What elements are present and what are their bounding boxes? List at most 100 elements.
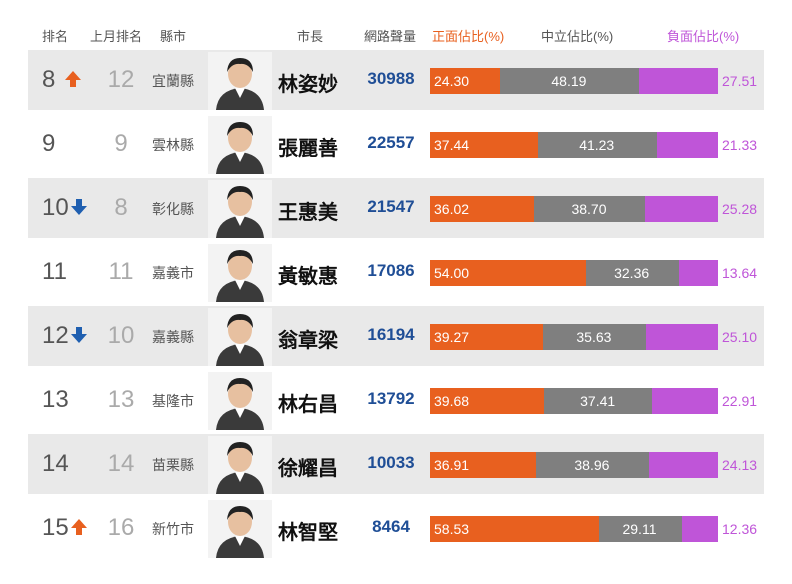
positive-value: 24.30 (434, 73, 470, 89)
mayor-name: 林智堅 (278, 522, 338, 544)
positive-header: 正面佔比(%) (432, 29, 505, 44)
negative-value: 25.28 (722, 201, 758, 217)
county-name: 嘉義縣 (152, 329, 194, 345)
volume-header: 網路聲量 (364, 29, 417, 44)
rank-number: 15 (42, 514, 69, 541)
mayor-photo (208, 372, 272, 430)
last-rank-number: 12 (107, 66, 135, 93)
county-name: 新竹市 (152, 521, 194, 537)
negative-bar (678, 260, 718, 286)
negative-bar (682, 516, 718, 542)
rank-number: 9 (42, 130, 56, 157)
last-rank-number: 13 (107, 386, 135, 413)
last-rank-number: 8 (114, 194, 128, 221)
neutral-bar (533, 196, 646, 222)
positive-value: 58.53 (434, 521, 470, 537)
county-name: 嘉義市 (152, 265, 194, 281)
table-row: 12 10 嘉義縣 翁章梁 16194 39.27 35.63 25.10 (28, 306, 764, 366)
table-row: 13 13 基隆市 林右昌 13792 39.68 37.41 22.91 (28, 370, 764, 430)
mayor-photo (208, 116, 272, 174)
neutral-value: 38.96 (574, 457, 610, 473)
table-row: 10 8 彰化縣 王惠美 21547 36.02 38.70 25.28 (28, 178, 764, 238)
last-rank-header: 上月排名 (90, 29, 143, 44)
mayor-name: 王惠美 (278, 202, 338, 224)
sentiment-bar: 39.68 37.41 (430, 388, 718, 414)
rank-header: 排名 (42, 29, 69, 44)
neutral-header: 中立佔比(%) (541, 29, 614, 44)
neutral-value: 32.36 (614, 265, 650, 281)
sentiment-bar: 36.91 38.96 (430, 452, 718, 478)
arrow-down-icon (71, 199, 87, 215)
neutral-bar (537, 132, 657, 158)
rank-number: 13 (42, 386, 69, 413)
neutral-bar (544, 388, 652, 414)
negative-value: 22.91 (722, 393, 758, 409)
positive-bar (430, 196, 534, 222)
volume-value: 22557 (367, 133, 415, 152)
mayor-photo (208, 52, 272, 110)
mayor-photo (208, 244, 272, 302)
sentiment-bar: 37.44 41.23 (430, 132, 718, 158)
mayor-photo (208, 436, 272, 494)
negative-bar (638, 68, 718, 94)
neutral-value: 35.63 (576, 329, 612, 345)
positive-value: 36.91 (434, 457, 470, 473)
county-name: 基隆市 (152, 393, 194, 409)
table-row: 9 9 雲林縣 張麗善 22557 37.44 41.23 21.33 (28, 114, 764, 174)
sentiment-bar: 58.53 29.11 (430, 516, 718, 542)
negative-value: 24.13 (722, 457, 758, 473)
rank-number: 10 (42, 194, 69, 221)
positive-bar (430, 516, 599, 542)
negative-bar (656, 132, 718, 158)
neutral-value: 48.19 (551, 73, 587, 89)
rank-number: 12 (42, 322, 69, 349)
positive-bar (430, 388, 545, 414)
mayor-name: 徐耀昌 (278, 458, 338, 480)
volume-value: 8464 (372, 517, 410, 536)
sentiment-bar: 54.00 32.36 (430, 260, 718, 286)
arrow-up-icon (65, 71, 81, 87)
negative-value: 21.33 (722, 137, 758, 153)
sentiment-bar: 36.02 38.70 (430, 196, 718, 222)
last-rank-number: 11 (108, 258, 134, 285)
neutral-bar (585, 260, 679, 286)
neutral-bar (543, 324, 646, 350)
negative-value: 13.64 (722, 265, 758, 281)
negative-bar (645, 196, 718, 222)
last-rank-number: 9 (114, 130, 128, 157)
volume-value: 30988 (367, 69, 415, 88)
positive-value: 39.27 (434, 329, 470, 345)
table-header: 排名 上月排名 縣市 市長 網路聲量 正面佔比(%) 中立佔比(%) 負面佔比(… (0, 0, 792, 44)
positive-bar (430, 324, 544, 350)
neutral-bar (598, 516, 683, 542)
volume-value: 16194 (367, 325, 415, 344)
positive-value: 37.44 (434, 137, 470, 153)
mayor-name: 林右昌 (278, 394, 338, 416)
mayor-name: 黃敏惠 (278, 266, 338, 288)
table-row: 14 14 苗栗縣 徐耀昌 10033 36.91 38.96 24.13 (28, 434, 764, 494)
table-row: 11 11 嘉義市 黃敏惠 17086 54.00 32.36 13.64 (28, 242, 764, 302)
rank-number: 8 (42, 66, 56, 93)
positive-bar (430, 68, 500, 94)
volume-value: 13792 (367, 389, 415, 408)
neutral-value: 37.41 (580, 393, 616, 409)
last-rank-number: 14 (107, 450, 135, 477)
negative-bar (652, 388, 718, 414)
mayor-name: 翁章梁 (278, 330, 338, 352)
mayor-name: 張麗善 (278, 138, 338, 160)
positive-bar (430, 452, 537, 478)
volume-value: 17086 (367, 261, 415, 280)
county-name: 雲林縣 (152, 137, 194, 153)
mayor-photo (208, 308, 272, 366)
neutral-bar (499, 68, 639, 94)
negative-value: 27.51 (722, 73, 758, 89)
county-name: 苗栗縣 (152, 457, 194, 473)
last-rank-number: 10 (107, 322, 135, 349)
negative-value: 12.36 (722, 521, 758, 537)
neutral-value: 41.23 (579, 137, 615, 153)
negative-bar (648, 452, 718, 478)
neutral-value: 29.11 (622, 521, 657, 537)
sentiment-bar: 39.27 35.63 (430, 324, 718, 350)
positive-bar (430, 132, 538, 158)
negative-bar (645, 324, 718, 350)
